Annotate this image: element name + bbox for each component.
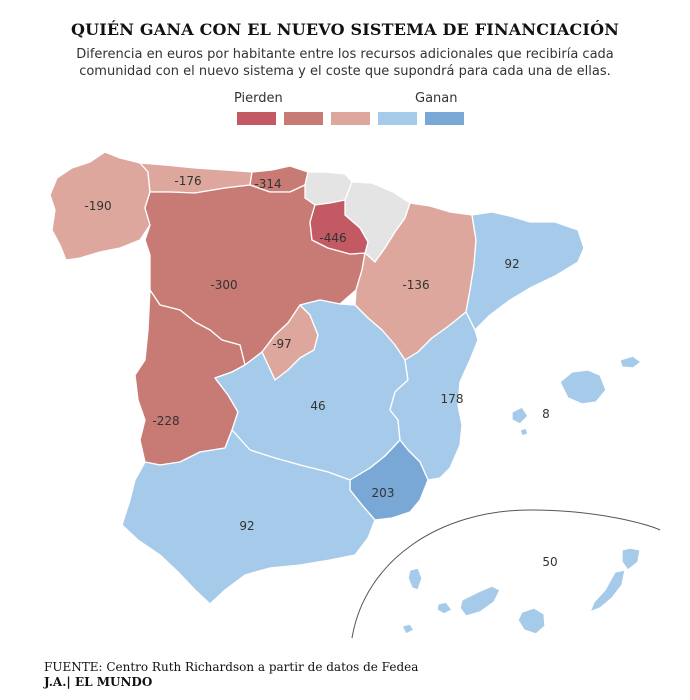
region-value-valencia: 178: [441, 392, 464, 406]
region-canarias-tenerife[interactable]: [459, 585, 501, 617]
region-value-extremadura: -228: [152, 414, 179, 428]
region-value-andalucia: 92: [239, 519, 254, 533]
region-value-canarias: 50: [542, 555, 557, 569]
map-title: QUIÉN GANA CON EL NUEVO SISTEMA DE FINAN…: [70, 20, 620, 39]
region-canarias-la-gomera[interactable]: [436, 601, 453, 615]
region-canarias-la-palma[interactable]: [407, 567, 423, 591]
region-value-castilla-y-leon: -300: [210, 278, 237, 292]
region-baleares-mallorca[interactable]: [559, 369, 607, 405]
region-cataluna[interactable]: [465, 211, 585, 331]
legend-swatch-2: [284, 112, 323, 125]
source-note: FUENTE: Centro Ruth Richardson a partir …: [44, 660, 419, 674]
legend-swatch-1: [237, 112, 276, 125]
region-value-murcia: 203: [372, 486, 395, 500]
region-value-baleares: 8: [542, 407, 550, 421]
region-canarias-fuerteventura[interactable]: [589, 569, 626, 613]
canarias-inset-arc: [351, 509, 661, 639]
legend-label-gain: Ganan: [415, 91, 458, 106]
region-baleares-ibiza[interactable]: [511, 406, 529, 425]
legend-swatch-4: [378, 112, 417, 125]
region-value-aragon: -136: [402, 278, 429, 292]
region-canarias-gran-canaria[interactable]: [517, 607, 546, 635]
region-la-rioja[interactable]: [309, 199, 369, 255]
region-andalucia[interactable]: [121, 429, 376, 605]
region-value-castilla-la-mancha: 46: [310, 399, 325, 413]
legend-label-lose: Pierden: [234, 91, 283, 106]
map-subtitle: Diferencia en euros por habitante entre …: [76, 47, 614, 79]
region-value-galicia: -190: [84, 199, 111, 213]
region-value-la-rioja: -446: [319, 231, 346, 245]
region-galicia[interactable]: [49, 151, 151, 261]
credit-note: J.A.| EL MUNDO: [44, 675, 153, 689]
region-canarias-lanzarote[interactable]: [621, 547, 641, 571]
region-value-cantabria: -314: [254, 177, 281, 191]
region-canarias-el-hierro[interactable]: [401, 623, 415, 635]
region-value-cataluna: 92: [504, 257, 519, 271]
region-baleares-menorca[interactable]: [619, 355, 642, 369]
region-value-madrid: -97: [272, 337, 292, 351]
legend-swatch-5: [425, 112, 464, 125]
region-value-asturias: -176: [174, 174, 201, 188]
legend-swatch-3: [331, 112, 370, 125]
region-baleares-formentera[interactable]: [519, 427, 529, 437]
